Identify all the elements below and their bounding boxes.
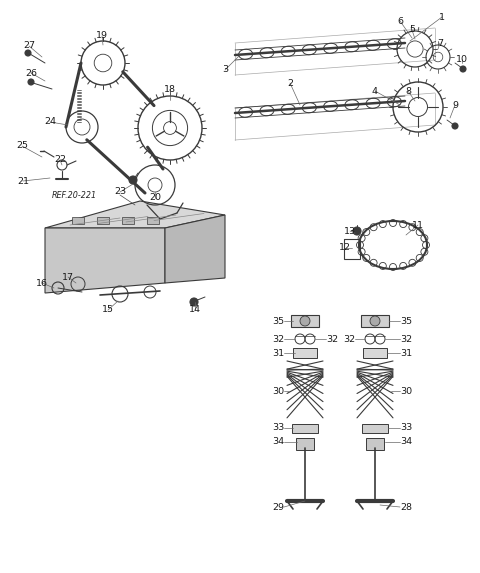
Polygon shape <box>45 201 225 228</box>
Text: 5: 5 <box>409 26 415 34</box>
Text: 32: 32 <box>272 335 284 343</box>
Bar <box>97 217 109 224</box>
Text: 35: 35 <box>400 316 412 325</box>
Text: 34: 34 <box>272 438 284 446</box>
Circle shape <box>300 316 310 326</box>
Text: 19: 19 <box>96 32 108 41</box>
Text: 32: 32 <box>343 335 355 343</box>
Text: 8: 8 <box>405 87 411 96</box>
Polygon shape <box>45 228 165 293</box>
Text: 34: 34 <box>400 438 412 446</box>
Text: 11: 11 <box>412 221 424 230</box>
Circle shape <box>353 227 361 235</box>
Text: 3: 3 <box>222 65 228 74</box>
Text: 18: 18 <box>164 84 176 93</box>
Polygon shape <box>165 215 225 283</box>
Bar <box>366 438 384 450</box>
Text: 22: 22 <box>54 155 66 164</box>
Bar <box>72 217 84 224</box>
Text: 20: 20 <box>149 194 161 202</box>
Text: 14: 14 <box>189 305 201 315</box>
Text: 12: 12 <box>339 244 351 253</box>
Bar <box>361 315 389 327</box>
Text: 32: 32 <box>326 335 338 343</box>
Text: 30: 30 <box>400 387 412 395</box>
Text: 23: 23 <box>114 187 126 197</box>
Bar <box>292 424 318 433</box>
Text: 10: 10 <box>456 54 468 64</box>
Bar <box>147 217 159 224</box>
Text: 31: 31 <box>400 348 412 358</box>
Circle shape <box>370 316 380 326</box>
Text: REF.20-221: REF.20-221 <box>52 190 97 199</box>
Text: 27: 27 <box>23 41 35 50</box>
Circle shape <box>452 123 458 129</box>
Bar <box>363 348 387 358</box>
Text: 32: 32 <box>400 335 412 343</box>
Text: 30: 30 <box>272 387 284 395</box>
Circle shape <box>25 50 31 56</box>
Circle shape <box>129 176 137 184</box>
Text: 31: 31 <box>272 348 284 358</box>
Text: 26: 26 <box>25 69 37 77</box>
Text: 29: 29 <box>272 503 284 512</box>
Text: 13: 13 <box>344 226 356 236</box>
Circle shape <box>28 79 34 85</box>
Text: 15: 15 <box>102 305 114 315</box>
Bar <box>344 239 360 259</box>
Text: 33: 33 <box>400 423 412 433</box>
Text: 4: 4 <box>372 87 378 96</box>
Bar <box>122 217 134 224</box>
Text: 7: 7 <box>437 38 443 48</box>
Bar <box>293 348 317 358</box>
Text: 1: 1 <box>439 13 445 22</box>
Text: 2: 2 <box>287 79 293 88</box>
Text: 6: 6 <box>397 17 403 26</box>
Text: 25: 25 <box>16 142 28 151</box>
Text: 28: 28 <box>400 503 412 512</box>
Bar <box>291 315 319 327</box>
Circle shape <box>460 66 466 72</box>
Text: 21: 21 <box>17 176 29 186</box>
Text: 35: 35 <box>272 316 284 325</box>
Bar <box>362 424 388 433</box>
Text: 24: 24 <box>44 117 56 127</box>
Bar <box>296 438 314 450</box>
Text: 9: 9 <box>452 100 458 109</box>
Text: 33: 33 <box>272 423 284 433</box>
Circle shape <box>190 298 198 306</box>
Text: 17: 17 <box>62 273 74 281</box>
Text: 16: 16 <box>36 278 48 288</box>
